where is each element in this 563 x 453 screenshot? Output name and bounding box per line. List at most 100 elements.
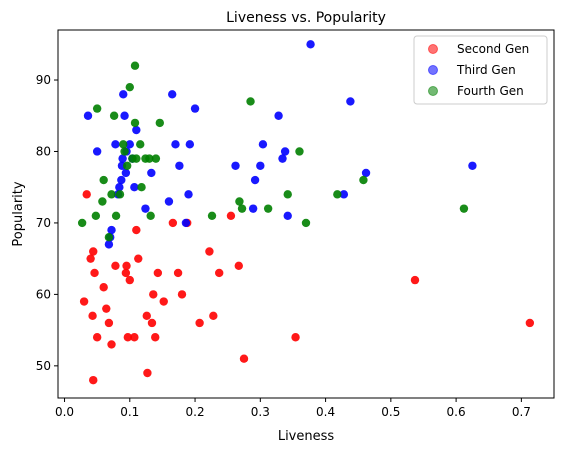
point-second-gen-38	[291, 333, 300, 342]
legend-label-second-gen: Second Gen	[457, 42, 529, 56]
point-second-gen-4	[89, 247, 98, 256]
point-second-gen-31	[195, 318, 204, 328]
legend-marker-fourth-gen	[428, 86, 438, 96]
y-tick-label-2: 70	[36, 216, 51, 230]
point-third-gen-30	[248, 204, 258, 213]
point-third-gen-18	[132, 125, 141, 135]
point-second-gen-40	[525, 318, 535, 328]
point-second-gen-32	[205, 247, 214, 256]
point-second-gen-18	[132, 225, 141, 235]
legend-marker-third-gen	[428, 65, 438, 75]
point-fourth-gen-29	[263, 204, 273, 213]
point-fourth-gen-22	[146, 211, 155, 220]
point-third-gen-34	[274, 111, 283, 120]
x-tick-label-7: 0.7	[512, 405, 531, 419]
point-fourth-gen-34	[359, 175, 368, 185]
point-second-gen-2	[86, 254, 95, 263]
point-third-gen-21	[164, 197, 174, 206]
point-fourth-gen-1	[91, 211, 101, 220]
point-second-gen-8	[99, 283, 108, 292]
point-second-gen-33	[209, 311, 218, 321]
point-third-gen-22	[168, 90, 177, 99]
y-axis: 50 60 70 80 90	[36, 73, 58, 373]
point-second-gen-29	[177, 290, 187, 299]
point-fourth-gen-33	[333, 190, 342, 199]
point-fourth-gen-25	[207, 211, 217, 220]
point-fourth-gen-5	[104, 233, 114, 242]
point-third-gen-33	[258, 140, 268, 149]
point-third-gen-7	[115, 183, 124, 192]
point-second-gen-12	[111, 261, 120, 271]
point-second-gen-7	[89, 375, 98, 385]
point-second-gen-22	[147, 318, 157, 328]
point-third-gen-36	[280, 147, 290, 156]
point-second-gen-26	[159, 297, 168, 306]
point-third-gen-23	[171, 140, 180, 149]
point-third-gen-42	[468, 161, 477, 170]
point-third-gen-20	[147, 168, 156, 178]
point-fourth-gen-12	[122, 161, 132, 170]
point-third-gen-2	[104, 240, 114, 249]
point-second-gen-21	[143, 368, 152, 378]
point-fourth-gen-2	[92, 104, 102, 113]
chart-title: Liveness vs. Popularity	[226, 10, 386, 26]
x-tick-label-4: 0.4	[316, 405, 335, 419]
point-fourth-gen-23	[151, 154, 161, 163]
point-third-gen-40	[346, 97, 355, 106]
point-fourth-gen-30	[283, 190, 292, 199]
series-second-gen	[79, 190, 535, 385]
x-tick-label-6: 0.6	[447, 405, 466, 419]
point-fourth-gen-27	[237, 204, 247, 213]
point-second-gen-15	[123, 333, 133, 342]
x-tick-label-3: 0.3	[251, 405, 270, 419]
point-fourth-gen-26	[235, 197, 244, 206]
x-tick-label-5: 0.5	[381, 405, 400, 419]
point-second-gen-10	[104, 318, 114, 328]
point-fourth-gen-31	[295, 147, 304, 156]
point-fourth-gen-11	[120, 147, 129, 156]
point-second-gen-34	[215, 268, 224, 278]
point-fourth-gen-6	[107, 190, 116, 199]
point-third-gen-17	[130, 183, 139, 192]
point-third-gen-28	[190, 104, 200, 113]
point-second-gen-36	[234, 261, 243, 271]
point-third-gen-15	[125, 140, 134, 149]
point-second-gen-39	[410, 275, 420, 285]
point-second-gen-16	[125, 275, 134, 285]
point-third-gen-12	[120, 111, 129, 120]
point-fourth-gen-28	[246, 97, 255, 106]
series-fourth-gen	[77, 61, 469, 242]
point-second-gen-9	[102, 304, 111, 313]
point-third-gen-27	[185, 140, 195, 149]
legend: Second Gen Third Gen Fourth Gen	[413, 35, 548, 105]
point-fourth-gen-24	[155, 118, 165, 128]
point-third-gen-10	[118, 154, 127, 163]
legend-label-third-gen: Third Gen	[456, 63, 516, 77]
point-second-gen-1	[79, 297, 89, 306]
point-fourth-gen-15	[130, 118, 140, 128]
point-second-gen-25	[153, 268, 163, 278]
point-third-gen-37	[283, 211, 292, 220]
point-fourth-gen-0	[77, 218, 87, 228]
point-third-gen-11	[119, 90, 128, 99]
point-third-gen-29	[231, 161, 240, 170]
point-third-gen-19	[141, 204, 150, 213]
point-fourth-gen-13	[125, 82, 134, 92]
point-third-gen-41	[361, 168, 371, 178]
point-third-gen-0	[83, 111, 93, 120]
point-third-gen-26	[184, 190, 193, 199]
point-third-gen-39	[339, 190, 349, 199]
point-third-gen-1	[92, 147, 102, 156]
legend-label-fourth-gen: Fourth Gen	[457, 84, 524, 98]
point-second-gen-19	[134, 254, 143, 263]
legend-marker-second-gen	[428, 44, 438, 54]
point-fourth-gen-9	[115, 190, 125, 199]
points-layer	[77, 40, 535, 385]
point-third-gen-38	[306, 40, 315, 49]
point-second-gen-27	[168, 218, 178, 228]
point-third-gen-5	[111, 140, 120, 149]
point-second-gen-0	[82, 190, 91, 199]
point-fourth-gen-17	[132, 154, 141, 163]
point-second-gen-23	[149, 290, 158, 299]
